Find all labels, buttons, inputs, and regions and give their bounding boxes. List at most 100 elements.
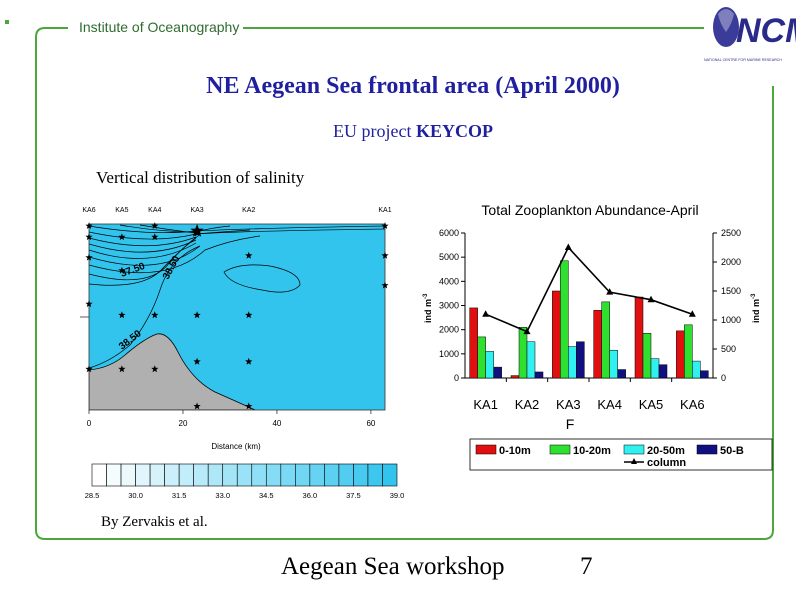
bar [650, 358, 660, 379]
bar [617, 369, 626, 379]
bar [526, 341, 536, 379]
subtitle-prefix: EU project [333, 121, 416, 141]
colorbar-cell [324, 463, 340, 487]
footer-text: Aegean Sea workshop [281, 553, 505, 580]
bar [568, 346, 577, 379]
institute-name: Institute of Oceanography [76, 19, 243, 35]
right-tick-label: 1500 [721, 286, 741, 296]
line-marker [564, 243, 572, 250]
left-tick-label: 6000 [439, 228, 459, 238]
bar [510, 375, 520, 379]
sample-star [245, 357, 253, 365]
colorbar-cell [222, 463, 238, 487]
sample-star [193, 402, 201, 410]
colorbar-cell [106, 463, 122, 487]
colorbar-cell [338, 463, 354, 487]
sample-star [381, 251, 389, 259]
left-axis-label: ind m-3 [423, 293, 433, 323]
left-tick-label: 3000 [439, 301, 459, 311]
right-tick-label: 2500 [721, 228, 741, 238]
sample-star [151, 233, 159, 241]
sample-star [245, 402, 253, 410]
legend-swatch [696, 444, 718, 455]
category-label: KA1 [473, 397, 498, 412]
chart-legend [469, 438, 773, 471]
bar [552, 290, 561, 379]
sample-star [118, 233, 126, 241]
bar [634, 296, 644, 379]
legend-swatch [475, 444, 497, 455]
bar [601, 301, 610, 379]
logo-text: NCMR [736, 12, 796, 50]
sample-star [85, 233, 93, 241]
colorbar-tick-label: 34.5 [259, 491, 274, 500]
bar [469, 307, 478, 379]
sample-star [190, 224, 204, 237]
line-marker [647, 295, 655, 303]
zooplankton-x-label: F [566, 416, 575, 432]
left-tick-label: 4000 [439, 276, 459, 286]
bar [609, 349, 618, 379]
colorbar-cell [120, 463, 136, 487]
sample-star [118, 311, 126, 319]
station-label: KA1 [378, 207, 391, 214]
sample-star [118, 365, 126, 373]
sample-star [193, 311, 201, 319]
colorbar-tick-label: 33.0 [215, 491, 230, 500]
colorbar-cell [309, 463, 325, 487]
bar [692, 360, 701, 379]
line-marker [482, 310, 490, 317]
colorbar-tick-label: 30.0 [128, 491, 143, 500]
sample-star [151, 311, 159, 319]
legend-label: 50-B [720, 445, 744, 457]
colorbar-cell [280, 463, 296, 487]
bar [477, 336, 486, 379]
bar [658, 364, 668, 379]
bar [700, 370, 709, 379]
colorbar-cell [353, 463, 369, 487]
legend-line-marker [631, 458, 637, 464]
colorbar-tick-label: 37.5 [346, 491, 361, 500]
category-label: KA4 [597, 397, 622, 412]
sample-star [118, 266, 126, 274]
sample-star [245, 251, 253, 259]
station-label: KA5 [115, 207, 128, 214]
colorbar-cell [193, 463, 209, 487]
colorbar-cell [135, 463, 151, 487]
sample-star [381, 281, 389, 289]
colorbar-cell [382, 463, 398, 487]
sample-star [85, 253, 93, 261]
zooplankton-chart: Total Zooplankton Abundance-April 0 1000 2… [423, 202, 773, 471]
ncmr-logo: NCMR NATIONAL CENTRE FOR MARINE RESEARCH [704, 7, 796, 62]
colorbar-cell [251, 463, 267, 487]
line-marker [688, 310, 696, 317]
x-tick-label: 0 [87, 419, 92, 428]
station-label: KA2 [242, 207, 255, 214]
legend-swatch [623, 444, 645, 455]
x-tick-label: 20 [179, 419, 188, 428]
legend-label: column [647, 457, 686, 469]
slide-title: NE Aegean Sea frontal area (April 2000) [206, 73, 620, 99]
colorbar-tick-label: 31.5 [172, 491, 187, 500]
category-label: KA3 [556, 397, 581, 412]
colorbar-tick-label: 39.0 [390, 491, 405, 500]
station-label: KA4 [148, 207, 161, 214]
legend-swatch [549, 444, 571, 455]
sample-star [85, 300, 93, 308]
seabed [89, 333, 256, 410]
bar [676, 330, 685, 379]
sample-star [245, 311, 253, 319]
colorbar-cell [367, 463, 383, 487]
slide-subtitle: EU project KEYCOP [0, 121, 800, 142]
sample-star [85, 365, 93, 373]
salinity-colorbar: 28.5 30.0 31.5 33.0 34.5 36.0 37.5 39.0 [85, 463, 405, 500]
left-tick-label: 0 [454, 373, 459, 383]
right-tick-label: 500 [721, 344, 736, 354]
zooplankton-chart-title: Total Zooplankton Abundance-April [481, 202, 698, 218]
legend-label: 10-20m [573, 445, 611, 457]
sample-star [151, 365, 159, 373]
salinity-chart-title: Vertical distribution of salinity [96, 168, 305, 187]
colorbar-cell [91, 463, 107, 487]
colorbar-cell [207, 463, 224, 487]
